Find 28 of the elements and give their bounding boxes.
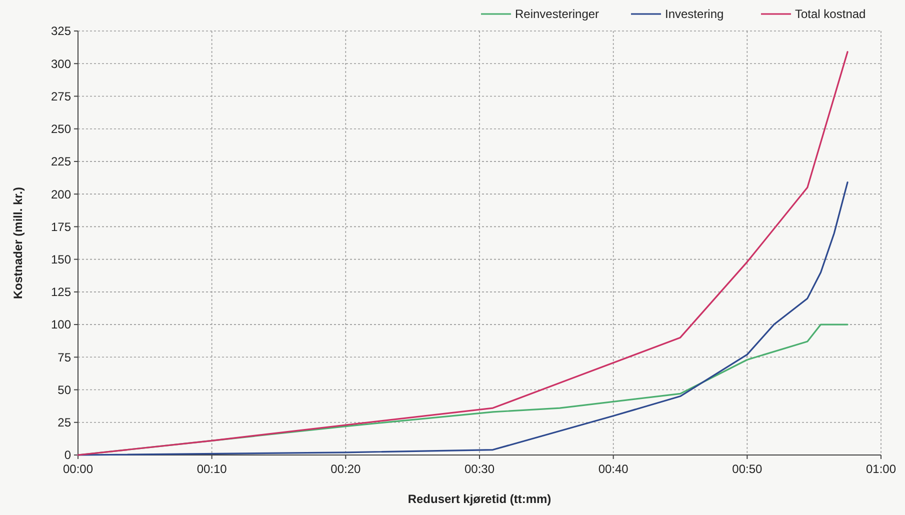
y-tick-label: 175 [50,220,72,234]
y-tick-label: 200 [50,187,72,202]
y-tick-label: 250 [50,122,72,136]
x-axis-title: Redusert kjøretid (tt:mm) [408,492,552,506]
y-tick-label: 50 [58,382,72,397]
y-tick-label: 325 [50,24,72,38]
line-series [77,51,848,456]
x-tick-label: 00:10 [196,462,228,476]
y-axis-title: Kostnader (mill. kr.) [11,186,25,300]
legend-label: Total kostnad [795,7,866,22]
legend-label: Reinvesteringer [515,7,600,22]
y-tick-label: 150 [50,252,72,267]
y-tick-label: 275 [50,89,72,104]
y-tick-label: 0 [64,448,72,462]
y-tick-label: 300 [50,56,72,71]
y-tick-label: 100 [50,318,72,332]
x-tick-label: 00:50 [732,462,763,476]
line-series [77,182,848,456]
y-tick-label: 225 [50,154,72,169]
legend-label: Investering [665,7,724,22]
x-tick-label: 00:20 [330,462,362,476]
y-tick-label: 125 [50,285,72,300]
y-tick-label: 75 [58,350,72,364]
x-tick-label: 00:00 [62,462,94,476]
y-tick-label: 25 [58,416,72,430]
x-tick-label: 00:40 [598,462,629,476]
x-tick-label: 00:30 [464,462,495,476]
x-tick-label: 01:00 [866,462,896,476]
